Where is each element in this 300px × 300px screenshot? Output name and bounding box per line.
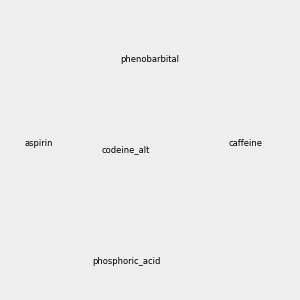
Text: phosphoric_acid: phosphoric_acid — [92, 256, 160, 266]
Text: aspirin: aspirin — [25, 140, 53, 148]
Text: caffeine: caffeine — [229, 140, 263, 148]
Text: phenobarbital: phenobarbital — [121, 56, 179, 64]
Text: codeine_alt: codeine_alt — [102, 146, 150, 154]
